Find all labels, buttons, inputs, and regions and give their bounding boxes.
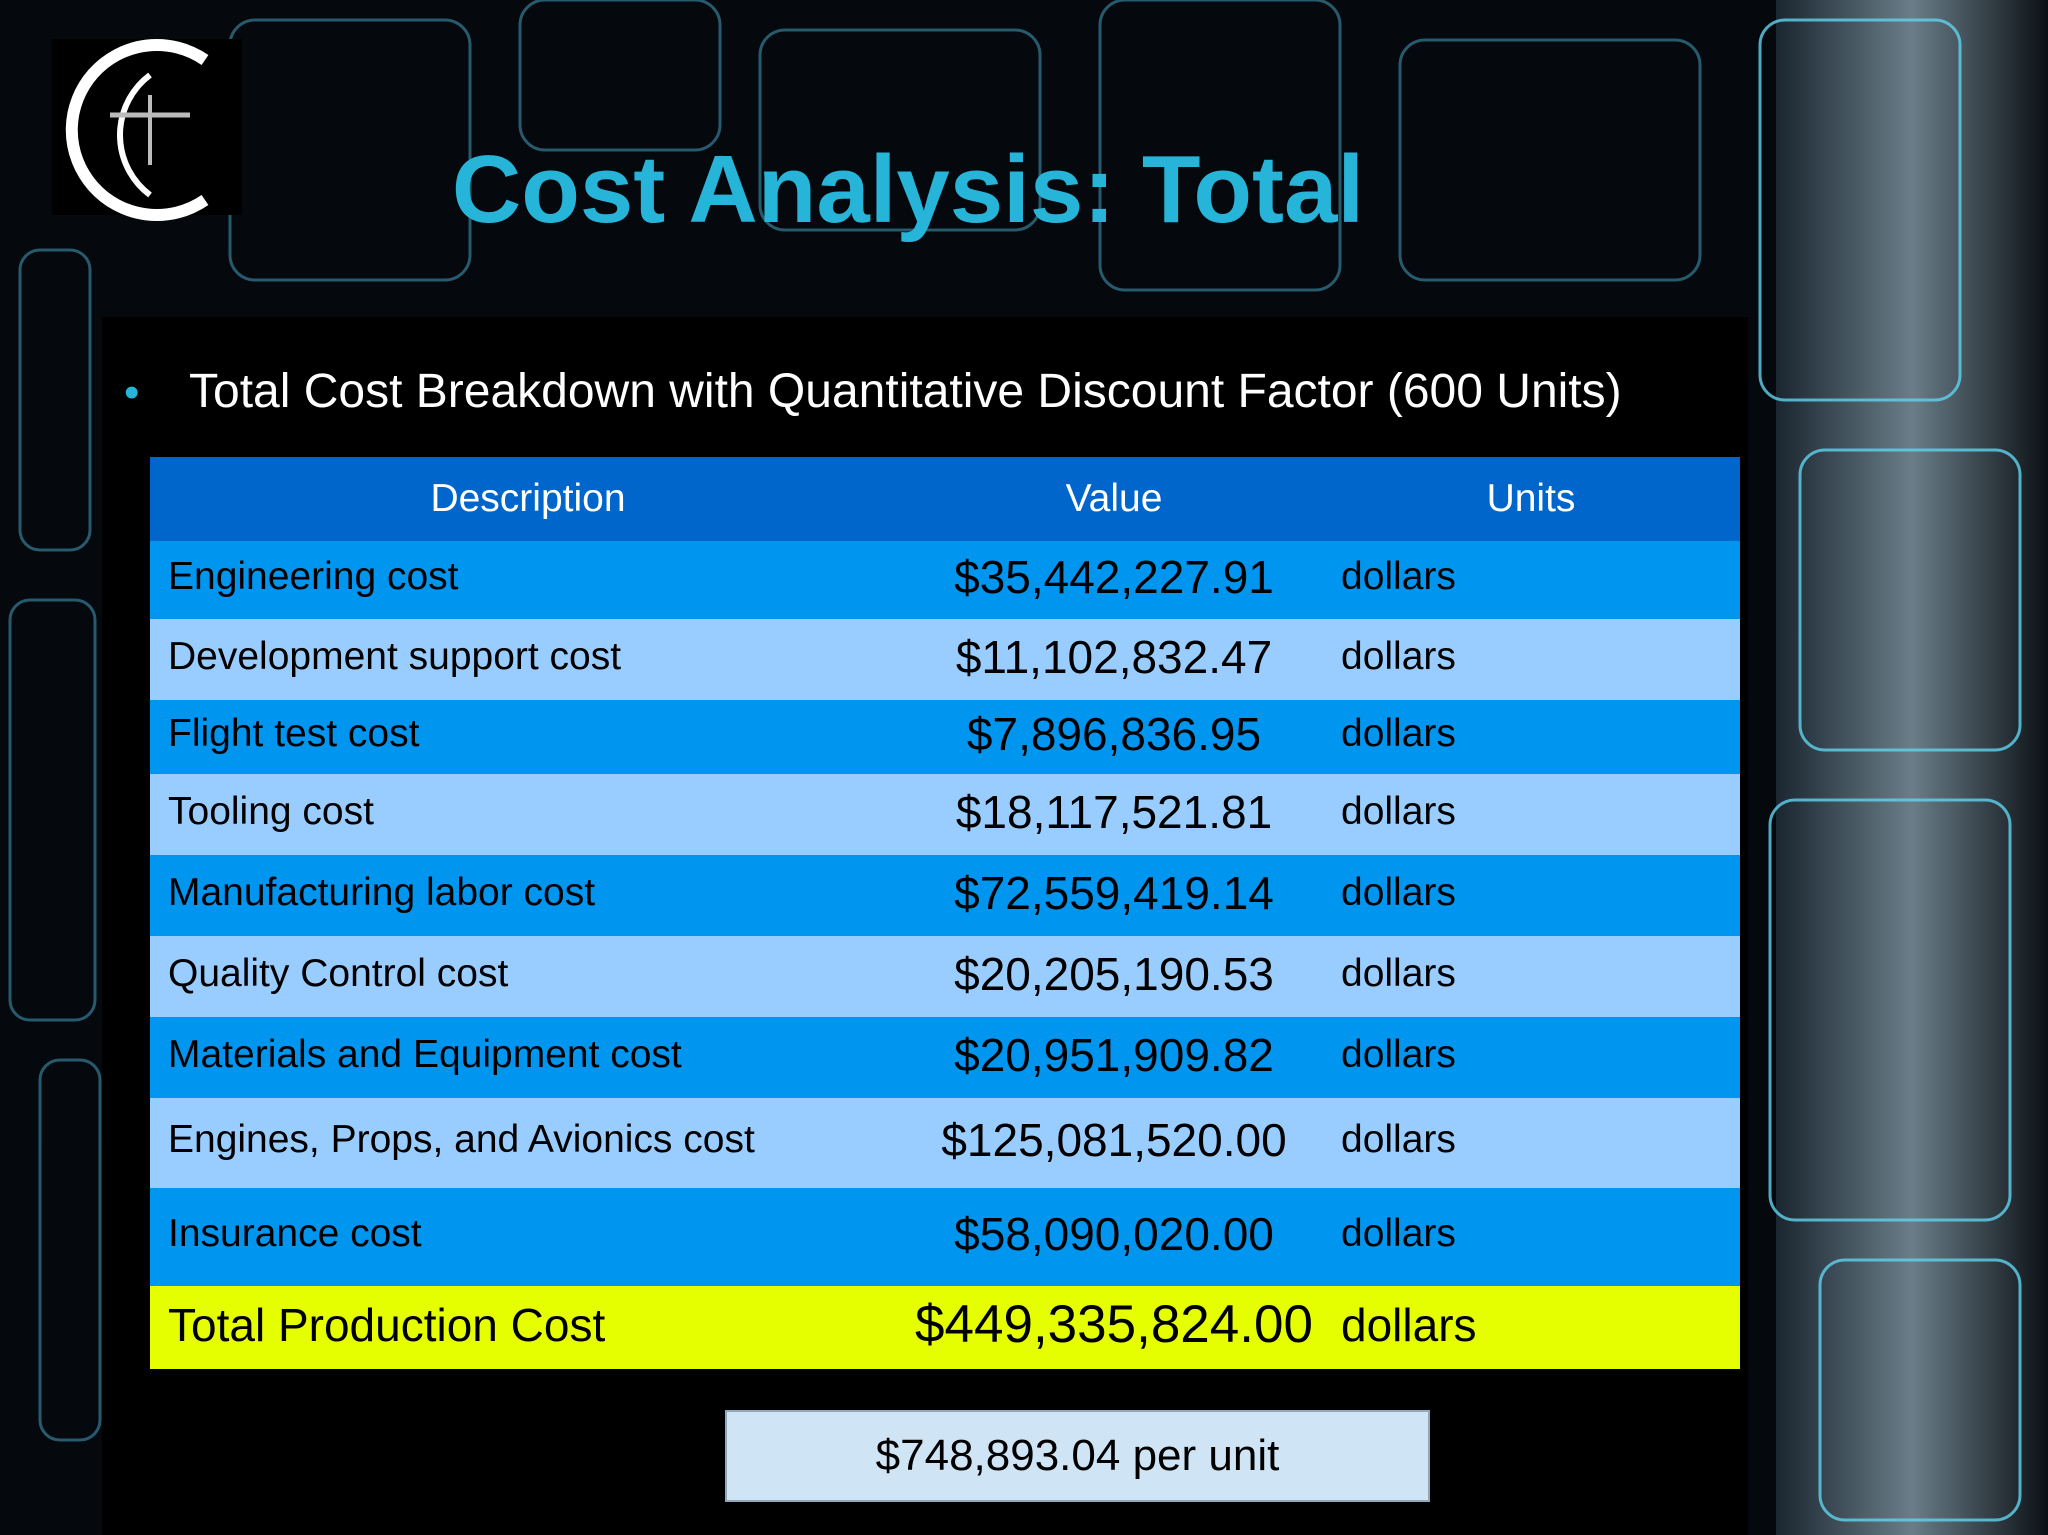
bullet-marker: • — [124, 368, 140, 417]
per-unit-box: $748,893.04 per unit — [725, 1410, 1430, 1502]
units-cell: dollars — [1341, 1298, 1477, 1351]
units-cell: dollars — [1341, 555, 1456, 598]
header-cell: Value — [1065, 477, 1163, 520]
description-cell: Insurance cost — [168, 1212, 422, 1255]
header-cell: Units — [1486, 477, 1576, 520]
value-cell: $58,090,020.00 — [954, 1208, 1274, 1260]
table-row — [150, 541, 1740, 619]
header-row — [150, 457, 1740, 541]
description-cell: Engineering cost — [168, 555, 459, 598]
slide-title: Cost Analysis: Total — [451, 136, 1365, 243]
total-row — [150, 1286, 1740, 1369]
table-row — [150, 855, 1740, 936]
value-cell: $125,081,520.00 — [941, 1114, 1287, 1166]
units-cell: dollars — [1341, 1032, 1456, 1076]
value-cell: $7,896,836.95 — [966, 708, 1262, 760]
description-cell: Quality Control cost — [168, 951, 509, 995]
header-cell: Description — [430, 477, 626, 520]
description-cell: Engines, Props, and Avionics cost — [168, 1118, 755, 1161]
description-cell: Development support cost — [168, 634, 622, 678]
bullet-text: Total Cost Breakdown with Quantitative D… — [189, 365, 1622, 418]
units-cell: dollars — [1341, 1212, 1456, 1255]
value-cell: $20,951,909.82 — [954, 1028, 1274, 1081]
value-cell: $449,335,824.00 — [915, 1295, 1313, 1354]
value-cell: $18,117,521.81 — [955, 785, 1273, 838]
units-cell: dollars — [1341, 789, 1456, 833]
description-cell: Flight test cost — [168, 712, 420, 755]
units-cell: dollars — [1341, 1118, 1456, 1161]
description-cell: Tooling cost — [168, 789, 374, 833]
table-row — [150, 700, 1740, 774]
units-cell: dollars — [1341, 870, 1456, 914]
units-cell: dollars — [1341, 712, 1456, 755]
table-row — [150, 936, 1740, 1017]
table-row — [150, 619, 1740, 700]
value-cell: $72,559,419.14 — [954, 866, 1274, 919]
description-cell: Manufacturing labor cost — [168, 870, 596, 914]
units-cell: dollars — [1341, 634, 1456, 678]
table-row — [150, 1098, 1740, 1188]
table-row — [150, 1017, 1740, 1098]
table-row — [150, 1188, 1740, 1286]
value-cell: $35,442,227.91 — [954, 551, 1274, 603]
description-cell: Materials and Equipment cost — [168, 1032, 682, 1076]
value-cell: $20,205,190.53 — [954, 947, 1274, 1000]
units-cell: dollars — [1341, 951, 1456, 995]
description-cell: Total Production Cost — [168, 1298, 606, 1351]
value-cell: $11,102,832.47 — [955, 630, 1273, 683]
table-row — [150, 774, 1740, 855]
